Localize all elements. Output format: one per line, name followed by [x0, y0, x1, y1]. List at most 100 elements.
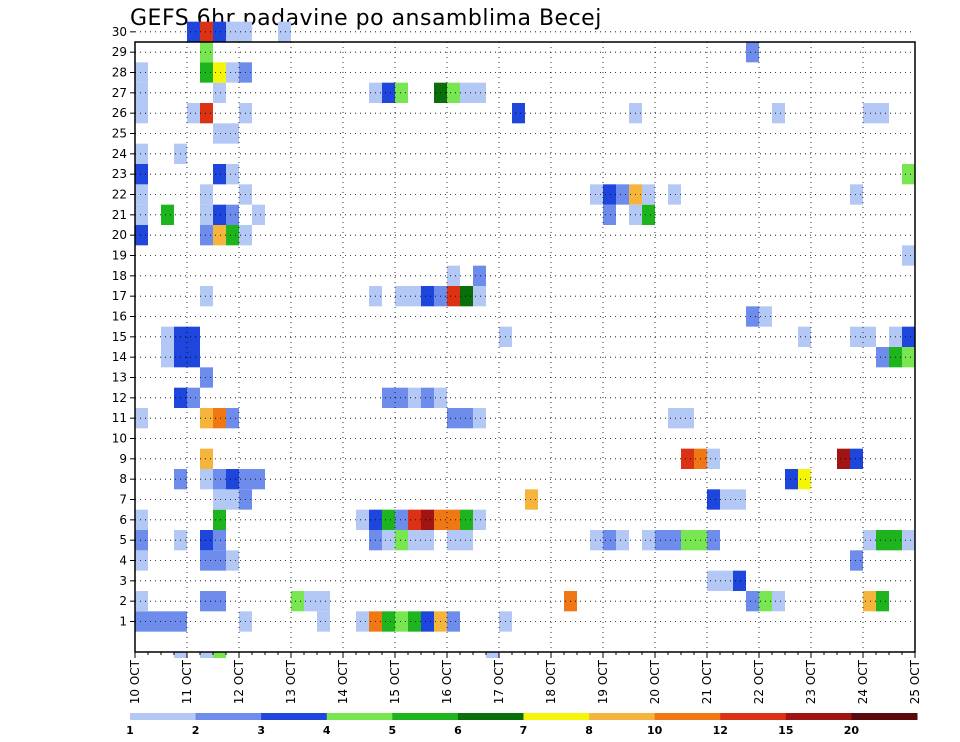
y-tick-label: 2 [119, 594, 127, 608]
heatmap-cell [902, 164, 915, 185]
colorbar-tick-label: 2 [192, 724, 200, 737]
y-tick-label: 28 [112, 66, 127, 80]
y-tick-label: 29 [112, 45, 127, 59]
heatmap-cell [876, 530, 902, 551]
heatmap-cell [837, 448, 850, 469]
heatmap-cell [902, 326, 915, 347]
x-tick-label: 17 OCT [492, 659, 506, 704]
y-tick-label: 14 [112, 350, 127, 364]
heatmap-cell [486, 652, 499, 658]
colorbar-segment [392, 713, 459, 720]
heatmap-cell [213, 204, 226, 225]
heatmap-cell [850, 448, 863, 469]
x-tick-label: 13 OCT [284, 659, 298, 704]
y-tick-label: 17 [112, 289, 127, 303]
heatmap-cell [161, 347, 174, 368]
y-tick-label: 11 [112, 411, 127, 425]
heatmap-cell [512, 103, 525, 124]
heatmap-cell [382, 530, 395, 551]
colorbar-tick-label: 5 [389, 724, 397, 737]
colorbar-tick-label: 8 [585, 724, 593, 737]
heatmap-cell [746, 591, 759, 612]
heatmap-cell [733, 570, 746, 591]
heatmap-cell [681, 448, 694, 469]
heatmap-cell [213, 509, 226, 530]
x-axis-ticks: 10 OCT 11 OCT 12 OCT 13 OCT 14 OCT 15 OCT 16 O… [128, 652, 922, 704]
heatmap-cell [902, 245, 915, 266]
y-tick-label: 21 [112, 208, 127, 222]
y-tick-label: 8 [119, 472, 127, 486]
heatmap-cell [200, 367, 213, 388]
heatmap-cell [720, 489, 746, 510]
heatmap-cell [590, 530, 603, 551]
heatmap-cell [213, 164, 226, 185]
y-tick-label: 9 [119, 452, 127, 466]
heatmap-cell [200, 469, 213, 490]
y-tick-label: 3 [119, 574, 127, 588]
x-tick-label: 14 OCT [336, 659, 350, 704]
colorbar-tick-label: 15 [778, 724, 793, 737]
heatmap-cell [291, 591, 304, 612]
heatmap-cell [135, 143, 148, 164]
heatmap-cell [681, 530, 707, 551]
x-tick-label: 16 OCT [440, 659, 454, 704]
heatmap-cell [135, 184, 148, 205]
heatmap-cell [421, 509, 434, 530]
heatmap-cell [395, 530, 408, 551]
heatmap-cell [226, 204, 239, 225]
heatmap-cell [200, 42, 213, 63]
y-tick-label: 24 [112, 147, 127, 161]
x-tick-label: 12 OCT [232, 659, 246, 704]
y-tick-label: 16 [112, 310, 127, 324]
heatmap-cell [226, 469, 239, 490]
heatmap-cell [187, 387, 200, 408]
heatmap-cell [356, 509, 369, 530]
heatmap-cell [772, 103, 785, 124]
heatmap-cell [226, 225, 239, 246]
colorbar: 1 2 3 4 5 6 7 8 10 12 15 20 [126, 713, 918, 737]
x-tick-label: 25 OCT [908, 659, 922, 704]
heatmap-cell [590, 184, 603, 205]
colorbar-segment [261, 713, 328, 720]
x-tick-label: 19 OCT [596, 659, 610, 704]
x-tick-label: 10 OCT [128, 659, 142, 704]
heatmap-cell [135, 591, 148, 612]
heatmap-cell [200, 550, 226, 571]
x-tick-label: 23 OCT [804, 659, 818, 704]
heatmap-cell [421, 286, 434, 307]
heatmap-cell [200, 103, 213, 124]
heatmap-cell [135, 509, 148, 530]
heatmap-cell [447, 82, 460, 103]
heatmap-cell [603, 184, 616, 205]
heatmap-cell [200, 530, 213, 551]
heatmap-cell [135, 62, 148, 83]
x-tick-label: 11 OCT [180, 659, 194, 704]
heatmap-cell [161, 204, 174, 225]
heatmap-cell [187, 21, 200, 42]
colorbar-tick-label: 3 [257, 724, 265, 737]
heatmap-cell [135, 530, 148, 551]
heatmap-cell [642, 530, 655, 551]
heatmap-cell [473, 265, 486, 286]
heatmap-cell [304, 591, 330, 612]
heatmap-cell [187, 103, 200, 124]
colorbar-segment [720, 713, 787, 720]
heatmap-cell [356, 611, 369, 632]
heatmap-cell [200, 184, 213, 205]
heatmap-cell [421, 387, 434, 408]
x-tick-label: 22 OCT [752, 659, 766, 704]
heatmap-cell [447, 611, 460, 632]
heatmap-cell [408, 611, 421, 632]
heatmap-cell [707, 530, 720, 551]
heatmap-cell [460, 509, 473, 530]
heatmap-cell [135, 164, 148, 185]
colorbar-tick-label: 4 [323, 724, 331, 737]
heatmap-cell [200, 591, 226, 612]
heatmap-cell [382, 509, 395, 530]
x-tick-label: 15 OCT [388, 659, 402, 704]
chart-title: GEFS 6hr padavine po ansamblima Becej [130, 6, 602, 31]
colorbar-segment [523, 713, 590, 720]
heatmap-cell [707, 448, 720, 469]
heatmap-cell [785, 469, 798, 490]
